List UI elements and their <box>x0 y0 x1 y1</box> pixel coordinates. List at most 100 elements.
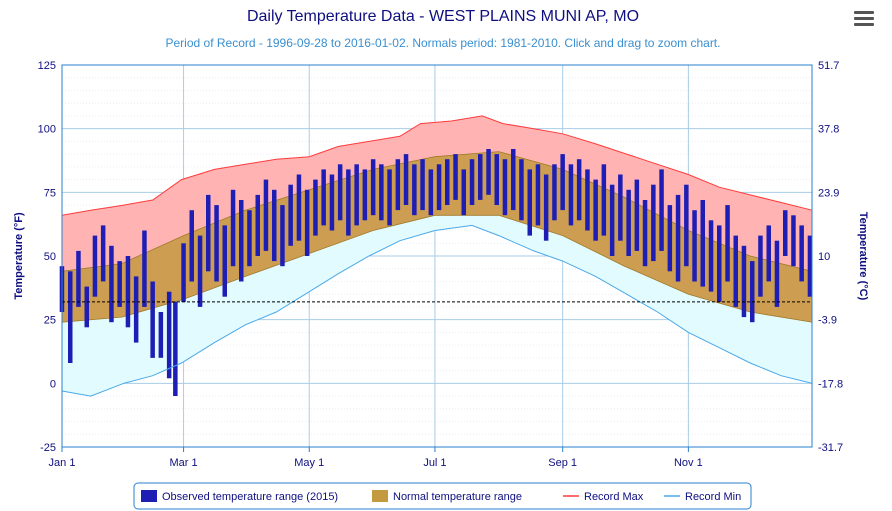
observed-range-bar <box>313 179 318 236</box>
observed-range-bar <box>609 184 615 256</box>
y-tick-label-c: 51.7 <box>818 60 839 72</box>
y-axis-right-ticks: 51.7 37.8 23.9 10 -3.9 -17.8 -31.7 <box>818 60 843 454</box>
observed-range-bar <box>68 271 73 363</box>
observed-range-bar <box>329 174 335 231</box>
legend: Observed temperature range (2015) Normal … <box>133 482 752 510</box>
x-tick-label: Nov 1 <box>674 457 703 469</box>
observed-range-bar <box>189 210 194 282</box>
observed-range-bar <box>166 291 172 379</box>
observed-range-bar <box>387 169 392 226</box>
observed-range-bar <box>717 225 722 302</box>
chart-menu-button[interactable] <box>852 8 876 30</box>
observed-range-bar <box>280 205 285 267</box>
y-tick-label-c: 37.8 <box>818 124 839 136</box>
observed-range-bar <box>133 276 139 343</box>
observed-range-bar <box>486 149 491 195</box>
observed-range-bar <box>708 220 714 292</box>
observed-range-bar <box>158 312 164 358</box>
observed-range-bar <box>100 225 106 282</box>
observed-range-bar <box>420 159 425 211</box>
observed-range-bar <box>585 169 590 231</box>
observed-range-bar <box>117 261 122 307</box>
observed-range-bar <box>370 159 376 216</box>
x-tick-label: Mar 1 <box>170 457 198 469</box>
y-tick-label-f: 25 <box>44 315 56 327</box>
observed-range-bar <box>576 159 582 221</box>
observed-range-bar <box>92 235 98 297</box>
record-max-line <box>61 115 813 216</box>
x-tick-label: May 1 <box>294 457 324 469</box>
observed-range-bar <box>296 174 302 241</box>
observed-range-bar <box>125 256 131 328</box>
observed-range-bar <box>519 159 524 221</box>
observed-range-bar <box>758 235 763 297</box>
y-tick-label-f: 100 <box>38 124 56 136</box>
observed-range-bar <box>288 184 293 246</box>
record-min-area <box>62 215 812 397</box>
plot-border <box>61 64 813 448</box>
y-tick-label-c: 23.9 <box>818 187 839 199</box>
observed-range-bar <box>634 179 640 251</box>
observed-range-bar <box>626 189 631 256</box>
hamburger-line <box>854 23 874 26</box>
y-axis-right-title: Temperature (°C) <box>857 212 869 301</box>
observed-range-bar <box>403 154 409 205</box>
observed-range-bar <box>263 179 269 251</box>
observed-range-bar <box>206 194 211 272</box>
observed-range-bar <box>239 200 244 282</box>
legend-box <box>133 482 752 510</box>
observed-range-bar <box>337 164 343 221</box>
observed-range-bar <box>354 164 359 226</box>
legend-label: Observed temperature range (2015) <box>162 491 338 503</box>
series-layer <box>59 115 813 397</box>
legend-swatch-box <box>141 490 157 502</box>
observed-range-bar <box>181 243 186 302</box>
observed-range-bar <box>684 184 689 267</box>
observed-range-bar <box>412 164 417 216</box>
observed-range-bar <box>659 169 664 251</box>
y-tick-label-f: 125 <box>38 60 56 72</box>
observed-range-bar <box>109 245 114 323</box>
x-tick-label: Jan 1 <box>49 457 76 469</box>
observed-range-bar <box>478 154 483 200</box>
observed-range-bar <box>766 225 771 282</box>
y-tick-label-f: -25 <box>40 442 56 454</box>
observed-range-bar <box>197 235 203 307</box>
y-tick-label-c: 10 <box>818 251 830 263</box>
observed-range-bar <box>642 200 648 267</box>
plot-area[interactable] <box>59 64 813 448</box>
observed-range-bar <box>346 169 351 236</box>
observed-range-bar <box>230 189 236 267</box>
y-tick-label-f: 50 <box>44 251 56 263</box>
hamburger-line <box>854 11 874 14</box>
legend-label: Record Max <box>584 491 644 503</box>
observed-range-bar <box>321 169 326 226</box>
y-tick-label-f: 75 <box>44 187 56 199</box>
legend-swatch-box <box>372 490 388 502</box>
observed-range-bar <box>76 250 81 307</box>
observed-range-bar <box>461 169 466 216</box>
observed-range-bar <box>222 225 227 297</box>
chart-subtitle: Period of Record - 1996-09-28 to 2016-01… <box>166 36 721 50</box>
observed-range-bar <box>618 174 623 241</box>
observed-range-bar <box>527 169 532 236</box>
observed-range-bar <box>543 174 549 241</box>
observed-range-bar <box>304 189 310 256</box>
observed-range-bar <box>445 159 450 205</box>
observed-range-bar <box>214 205 219 282</box>
observed-range-bar <box>395 159 401 211</box>
y-tick-label-f: 0 <box>50 378 56 390</box>
observed-range-bar <box>807 235 813 297</box>
observed-range-bar <box>692 210 697 282</box>
record-min-line <box>61 224 813 397</box>
observed-range-bar <box>469 159 475 205</box>
observed-range-bar <box>511 149 516 211</box>
observed-range-bar <box>750 261 755 323</box>
hamburger-line <box>854 17 874 20</box>
observed-range-bar <box>362 169 368 221</box>
observed-range-bar <box>379 164 384 221</box>
chart-title: Daily Temperature Data - WEST PLAINS MUN… <box>247 8 639 25</box>
observed-range-bar <box>535 164 541 226</box>
observed-range-bar <box>593 179 598 241</box>
